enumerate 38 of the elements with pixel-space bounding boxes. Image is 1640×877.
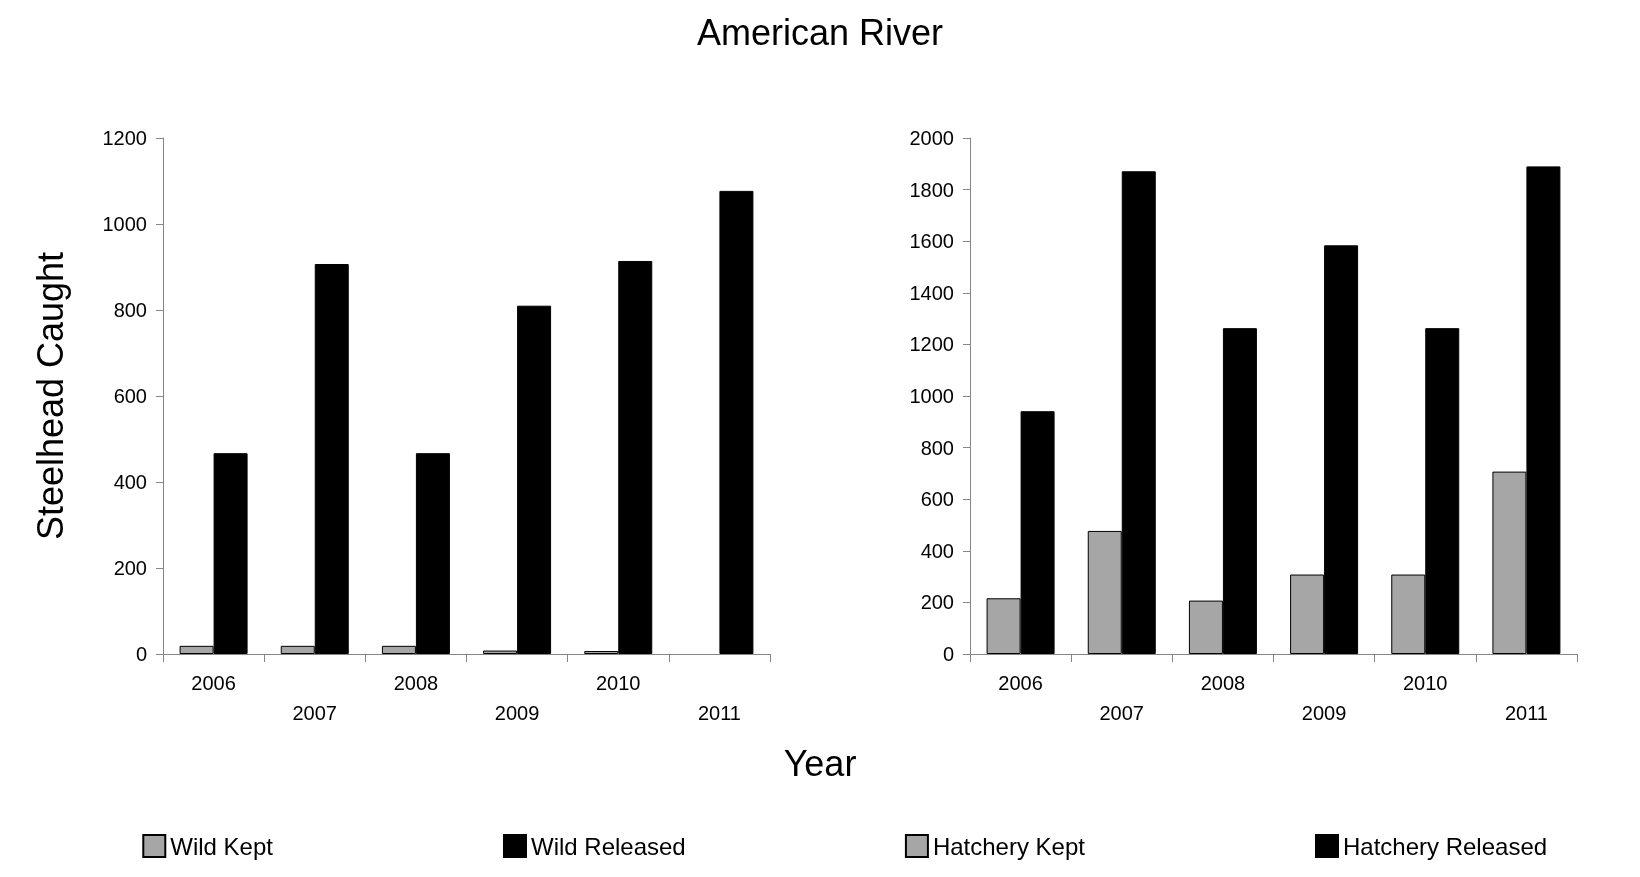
y-tick-label: 600: [920, 488, 954, 511]
x-tick-label: 2007: [292, 702, 337, 724]
x-tick-label: 2008: [393, 672, 439, 694]
legend-label: Hatchery Kept: [932, 832, 1086, 860]
x-tick-label: 2010: [1403, 672, 1448, 694]
y-tick-label: 1200: [102, 127, 147, 149]
x-tick-label: 2011: [697, 702, 741, 724]
y-tick-label: 1200: [909, 333, 954, 356]
x-tick-label: 2007: [1099, 702, 1144, 724]
x-tick-label: 2008: [1200, 672, 1246, 694]
x-tick-label: 2011: [1504, 702, 1548, 724]
x-tick-label: 2009: [1301, 702, 1347, 724]
legend-label: Hatchery Released: [1342, 832, 1548, 860]
y-tick-label: 200: [920, 591, 954, 614]
y-tick-label: 1000: [102, 213, 147, 235]
y-tick-label: 1800: [909, 178, 954, 201]
y-axis-title: Steelhead Caught: [29, 251, 71, 541]
legend-label: Wild Kept: [170, 832, 274, 860]
y-tick-label: 800: [920, 436, 954, 459]
y-tick-label: 200: [113, 557, 147, 579]
x-tick-label: 2010: [596, 672, 641, 694]
y-tick-label: 2000: [909, 127, 954, 149]
y-tick-label: 0: [942, 643, 954, 665]
y-tick-label: 400: [113, 471, 147, 493]
x-tick-label: 2006: [191, 672, 236, 694]
y-tick-label: 1400: [909, 281, 954, 304]
bar: [719, 190, 754, 654]
y-tick-label: 1600: [909, 230, 954, 253]
y-tick-label: 0: [135, 643, 147, 665]
y-tick-label: 600: [113, 385, 147, 407]
x-tick-label: 2006: [998, 672, 1043, 694]
y-tick-label: 800: [113, 299, 147, 321]
chart-title: American River: [695, 12, 945, 54]
legend-label: Wild Released: [530, 832, 686, 860]
y-tick-label: 1000: [909, 385, 954, 407]
x-axis-title: Year: [782, 743, 858, 785]
x-tick-label: 2009: [494, 702, 540, 724]
y-tick-label: 400: [920, 539, 954, 562]
